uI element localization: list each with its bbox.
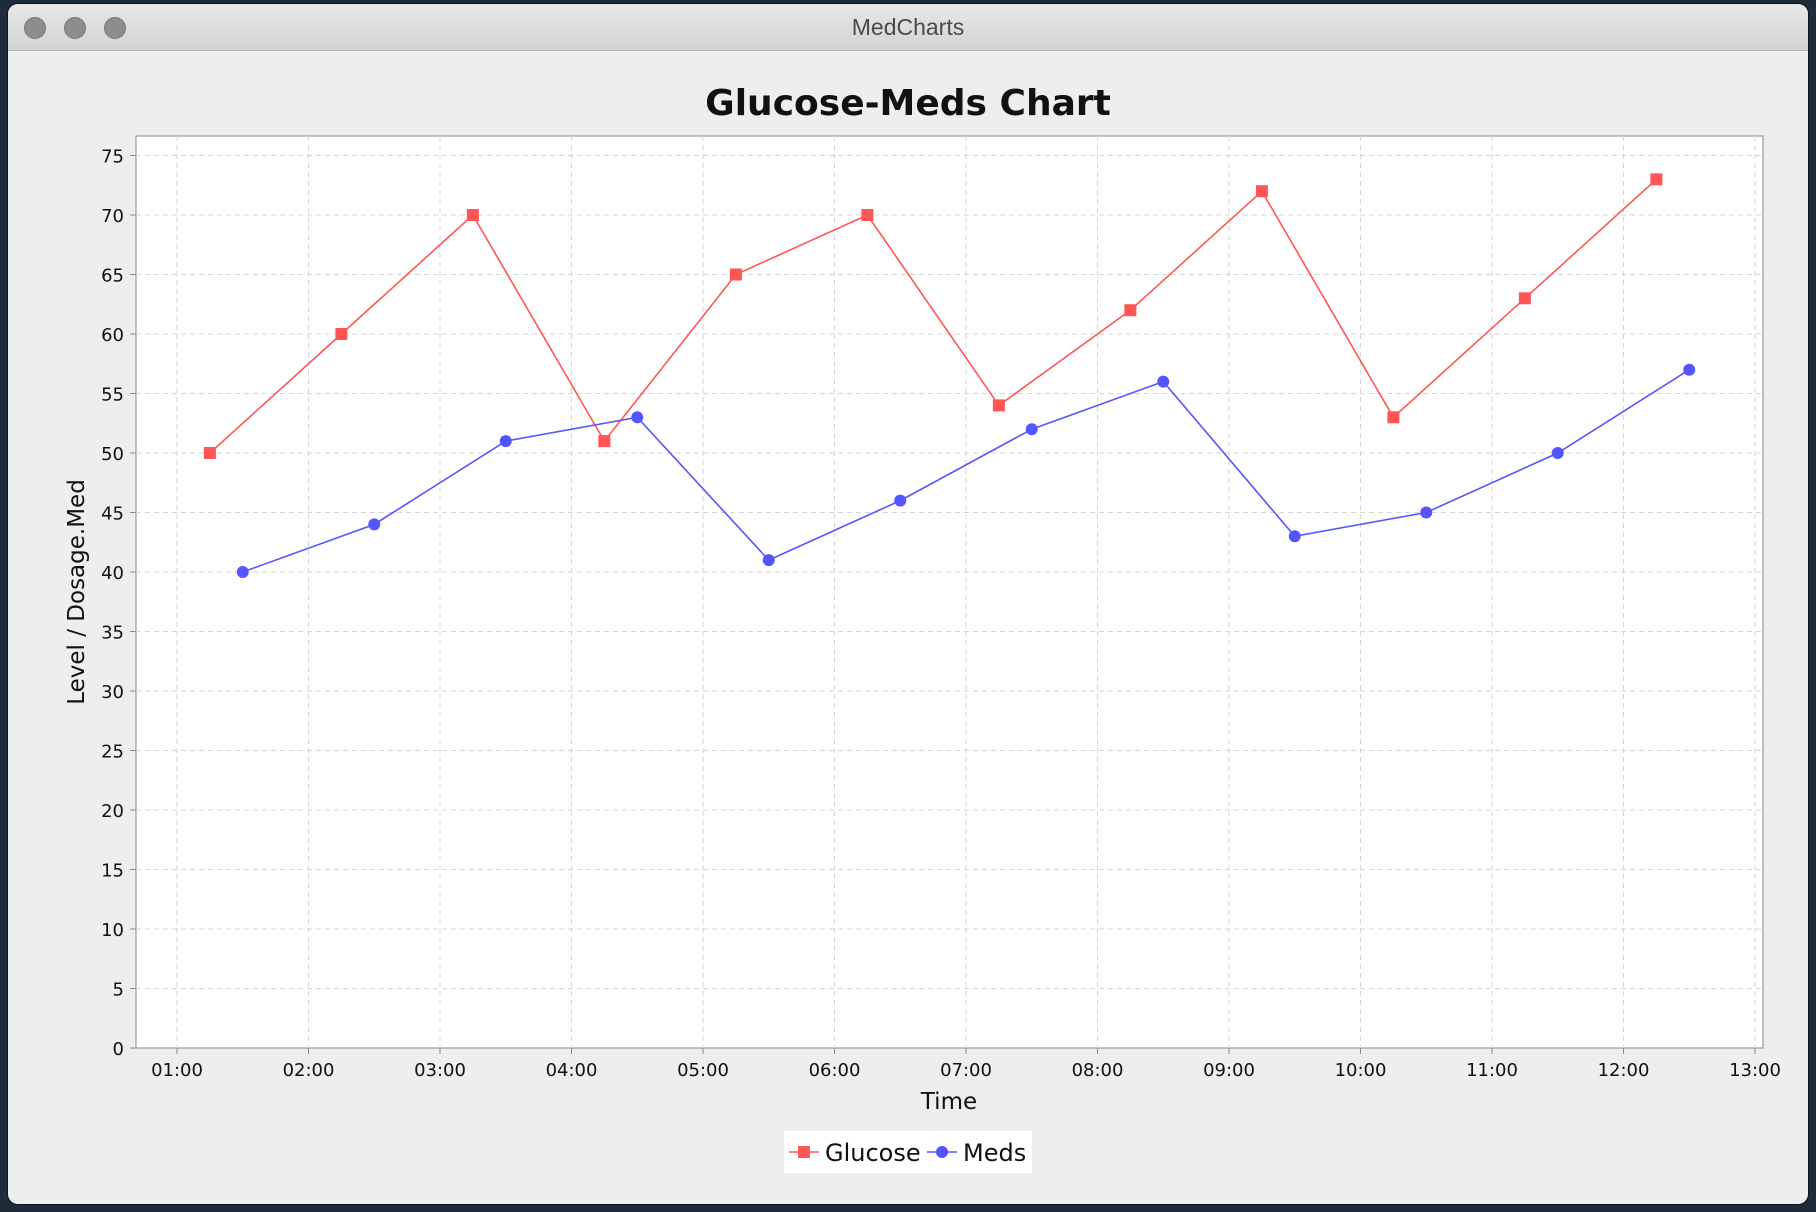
x-tick-label: 09:00 — [1203, 1060, 1255, 1081]
series-glucose — [203, 173, 1663, 460]
glucose-point — [1518, 292, 1531, 305]
chart-title: Glucose-Meds Chart — [705, 83, 1111, 124]
meds-point — [631, 411, 644, 424]
series-meds — [236, 363, 1696, 579]
meds-point — [236, 566, 249, 579]
y-tick-label: 15 — [101, 861, 124, 882]
meds-line — [242, 369, 1690, 573]
y-tick-label: 20 — [101, 801, 124, 822]
x-tick-label: 01:00 — [151, 1060, 203, 1081]
x-tick-label: 05:00 — [677, 1060, 729, 1081]
meds-point — [1288, 530, 1301, 543]
x-tick-label: 03:00 — [414, 1060, 466, 1081]
x-tick-label: 07:00 — [940, 1060, 992, 1081]
glucose-point — [203, 447, 216, 460]
meds-point — [1551, 447, 1564, 460]
glucose-point — [861, 209, 874, 222]
y-tick-label: 70 — [101, 206, 124, 227]
title-bar[interactable]: MedCharts — [8, 4, 1808, 51]
x-tick-label: 13:00 — [1729, 1060, 1781, 1081]
legend-item-glucose: Glucose — [789, 1139, 921, 1167]
legend-meds-label: Meds — [963, 1139, 1026, 1167]
glucose-point — [335, 328, 348, 341]
legend-glucose-label: Glucose — [825, 1139, 921, 1167]
close-window-button[interactable] — [24, 17, 46, 39]
x-axis-title: Time — [920, 1089, 977, 1115]
y-tick-label: 0 — [113, 1039, 124, 1060]
y-tick-label: 5 — [113, 980, 124, 1001]
glucose-line — [209, 178, 1657, 454]
glucose-point — [598, 435, 611, 448]
meds-point — [368, 518, 381, 531]
meds-point — [1025, 423, 1038, 436]
window-title: MedCharts — [851, 14, 965, 40]
glucose-point — [729, 268, 742, 281]
glucose-point — [1650, 173, 1663, 186]
glucose-point — [1124, 304, 1137, 317]
glucose-point — [1255, 185, 1268, 198]
y-tick-label: 55 — [101, 385, 124, 406]
y-tick-label: 35 — [101, 623, 124, 644]
legend-meds-marker — [936, 1146, 948, 1158]
y-tick-label: 30 — [101, 682, 124, 703]
glucose-point — [992, 399, 1005, 412]
meds-point — [499, 435, 512, 448]
meds-point — [1157, 375, 1170, 388]
glucose-point — [1387, 411, 1400, 424]
x-tick-label: 12:00 — [1598, 1060, 1650, 1081]
y-tick-label: 25 — [101, 742, 124, 763]
y-axis-title: Level / Dosage.Med — [64, 479, 90, 705]
y-tick-label: 50 — [101, 444, 124, 465]
meds-point — [894, 494, 907, 507]
plot-area — [135, 135, 1764, 1049]
legend: Glucose Meds — [784, 1131, 1032, 1173]
meds-point — [1420, 506, 1433, 519]
legend-box — [784, 1131, 1032, 1173]
meds-point — [762, 554, 775, 567]
x-tick-label: 02:00 — [283, 1060, 335, 1081]
y-tick-label: 65 — [101, 266, 124, 287]
y-tick-label: 60 — [101, 325, 124, 346]
y-tick-label: 40 — [101, 563, 124, 584]
glucose-point — [466, 209, 479, 222]
y-tick-label: 10 — [101, 920, 124, 941]
legend-item-meds: Meds — [927, 1139, 1026, 1167]
legend-glucose-marker — [798, 1146, 810, 1158]
meds-point — [1683, 363, 1696, 376]
y-tick-label: 75 — [101, 147, 124, 168]
x-tick-label: 04:00 — [546, 1060, 598, 1081]
minimize-window-button[interactable] — [64, 17, 86, 39]
x-tick-label: 10:00 — [1335, 1060, 1387, 1081]
zoom-window-button[interactable] — [104, 17, 126, 39]
y-tick-label: 45 — [101, 504, 124, 525]
x-tick-label: 08:00 — [1072, 1060, 1124, 1081]
x-tick-label: 11:00 — [1466, 1060, 1518, 1081]
x-tick-label: 06:00 — [809, 1060, 861, 1081]
